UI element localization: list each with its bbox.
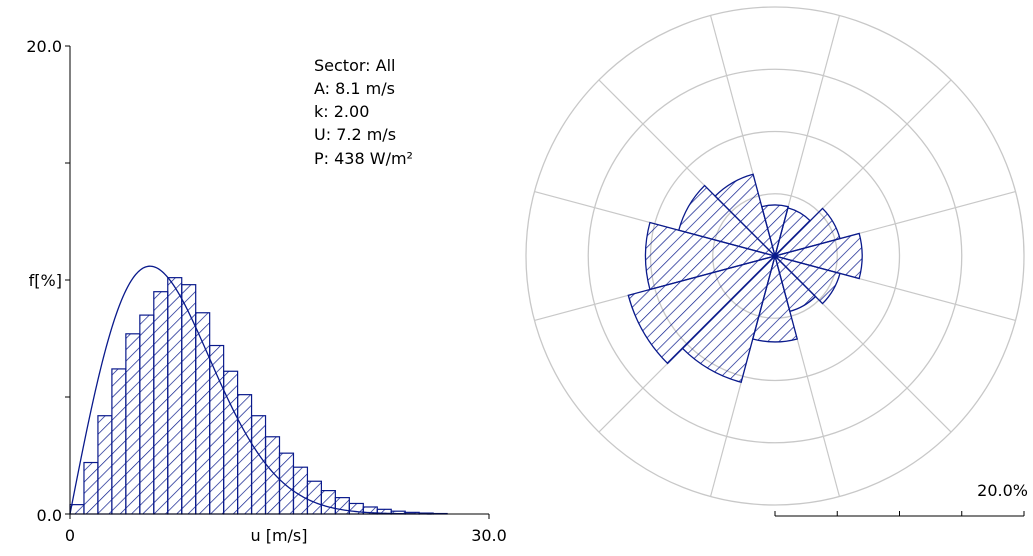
histogram-bar-3 [112,369,126,514]
x-tick-right: 30.0 [471,526,507,545]
histogram-bar-12 [238,395,252,514]
histogram-bar-5 [140,315,154,514]
histogram-bar-4 [126,334,140,514]
stat-sector: Sector: All [314,56,395,75]
stat-u: U: 7.2 m/s [314,125,396,144]
histogram-bar-14 [266,437,280,514]
rose-scale-bar [775,511,1024,516]
stats-annotation: Sector: All A: 8.1 m/s k: 2.00 U: 7.2 m/… [314,56,413,168]
stat-k: k: 2.00 [314,102,369,121]
histogram-bar-15 [280,453,294,514]
histogram-bar-18 [321,491,335,514]
y-axis-label: f[%] [29,271,62,290]
y-tick-top: 20.0 [26,37,62,56]
frequency-histogram: 20.0 0.0 f[%] 0 30.0 u [m/s] Sector: All… [26,37,506,545]
histogram-bar-6 [154,292,168,514]
y-tick-bottom: 0.0 [37,506,62,525]
histogram-bar-8 [182,285,196,514]
histogram-bar-10 [210,346,224,514]
histogram-bar-1 [84,463,98,514]
stat-p: P: 438 W/m² [314,149,413,168]
histogram-bars [70,278,447,514]
x-axis-label: u [m/s] [250,526,307,545]
rose-scale-label: 20.0% [977,481,1028,500]
histogram-bar-17 [307,481,321,514]
x-tick-left: 0 [65,526,75,545]
histogram-bar-2 [98,416,112,514]
histogram-bar-19 [335,498,349,514]
histogram-bar-11 [224,371,238,514]
stat-a: A: 8.1 m/s [314,79,395,98]
histogram-bar-16 [293,467,307,514]
wind-rose: 20.0% [526,7,1028,516]
rose-sectors [628,174,862,382]
histogram-bar-7 [168,278,182,514]
histogram-bar-13 [252,416,266,514]
